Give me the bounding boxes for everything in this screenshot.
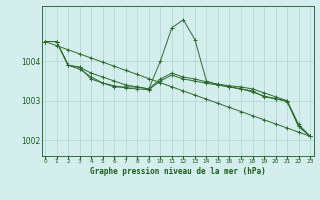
X-axis label: Graphe pression niveau de la mer (hPa): Graphe pression niveau de la mer (hPa) <box>90 167 266 176</box>
